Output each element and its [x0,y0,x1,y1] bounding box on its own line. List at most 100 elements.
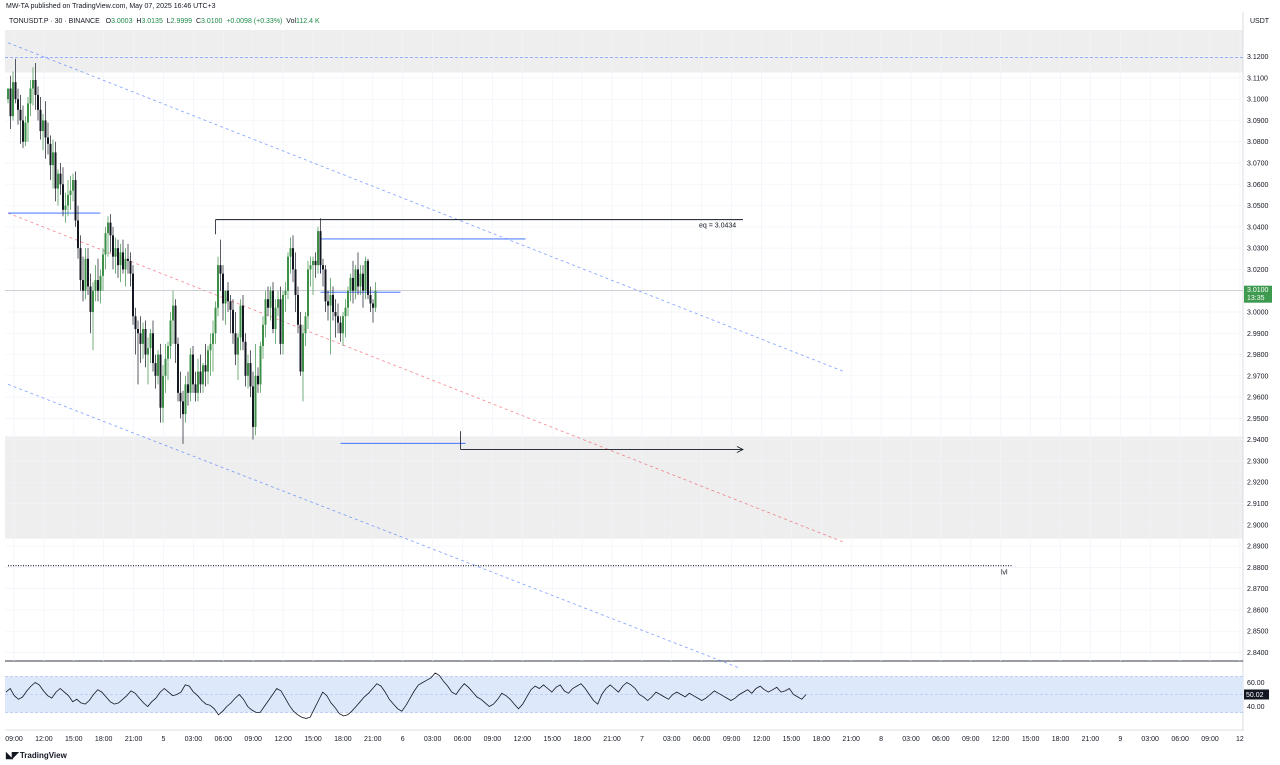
candle-body [14,82,17,100]
channel-line [7,212,846,544]
oscillator-value: 50.02 [1246,692,1264,699]
candle-body [52,152,54,166]
symbol-legend: TONUSDT.P · 30 · BINANCE O3.0003 H3.0135… [9,18,320,25]
candle-body [289,248,292,257]
candle-body [277,299,279,308]
candle-body [282,294,284,344]
price-tick-label: 2.9300 [1247,458,1269,465]
candle-body [119,252,122,266]
time-tick-label: 09:00 [484,736,502,743]
time-tick-label: 09:00 [723,736,741,743]
time-tick-label: 12:00 [514,736,532,743]
close-value: 3.0100 [201,18,223,25]
candle-body [349,277,352,291]
candle-body [254,375,257,427]
tradingview-brand[interactable]: ◣◤ TradingView [6,750,67,761]
candle-body [187,384,189,393]
time-tick-label: 03:00 [663,736,681,743]
symbol-name[interactable]: TONUSDT.P · 30 · BINANCE [9,18,100,25]
time-tick-label: 21:00 [364,736,382,743]
candle-body [149,333,152,349]
candle-body [32,80,34,89]
candle-body [299,324,302,372]
candle-body [319,231,322,266]
candle-body [339,322,342,334]
candle-body [264,299,267,325]
time-tick-label: 03:00 [1141,736,1159,743]
price-axis[interactable]: 3.1200 3.1100 3.1000 3.0900 3.0800 3.0700 3.06… [1244,54,1272,657]
candle-body [139,333,142,344]
candle-body [67,194,69,206]
candle-body [164,358,167,376]
price-tick-label: 2.8400 [1247,650,1269,657]
candle-body [9,88,12,117]
candle-body [177,343,179,393]
candle-body [234,333,237,355]
candle-body [159,354,162,408]
price-tick-label: 2.8800 [1247,565,1269,572]
arrow-head [736,446,744,453]
candle-body [57,173,59,189]
price-tick-label: 2.9800 [1247,352,1269,359]
candle-body [374,290,377,308]
open-label: O [105,18,112,25]
candle-body [49,143,52,166]
candle-body [197,371,199,393]
candle-body [94,280,97,291]
candle-body [64,205,67,210]
time-tick-label: 21:00 [1082,736,1100,743]
published-caption: MW-TA published on TradingView.com, May … [6,3,216,10]
candle-body [179,392,182,402]
candle-body [287,256,289,291]
channel-line [7,383,741,669]
candle-body [244,341,247,376]
candle-body [102,254,104,276]
volume-label: Vol [286,18,297,25]
time-tick-label: 5 [162,736,166,743]
candle-body [84,258,87,291]
time-tick-label: 03:00 [185,736,203,743]
low-value: 2.9999 [170,18,193,25]
candle-body [34,80,37,95]
oscillator-pane[interactable]: 60.00 40.00 50.02 [5,672,1269,719]
candle-body [69,190,72,195]
time-tick-label: 12:00 [35,736,53,743]
time-tick-label: 12:00 [753,736,771,743]
candle-body [249,363,252,387]
time-axis[interactable]: 09:00 12:00 15:00 18:00 21:00 5 03:00 06:00 09:0… [5,736,1244,743]
time-tick-label: 15:00 [304,736,322,743]
oscillator-line [5,672,807,719]
price-tick-label: 2.9100 [1247,501,1269,508]
price-tick-label: 3.1200 [1247,54,1269,61]
high-label: H [136,18,142,25]
candle-body [309,265,312,270]
candle-body [72,180,74,191]
price-tick-label: 3.1100 [1247,75,1268,82]
candle-body [59,173,62,185]
candle-body [337,316,339,323]
price-tick-label: 3.0500 [1247,203,1269,210]
candle-body [367,260,369,295]
candle-body [47,137,49,144]
candle-body [344,307,347,317]
candle-body [39,109,42,132]
candle-body [267,299,269,308]
candle-body [44,120,47,138]
time-tick-label: 18:00 [334,736,352,743]
candle-body [224,290,227,304]
time-tick-label: 06:00 [1171,736,1189,743]
candle-body [372,303,374,308]
last-price-value: 3.0100 [1247,287,1269,294]
candle-body [292,248,294,270]
candle-body [192,354,194,385]
candle-body [279,299,282,344]
candle-body [332,294,334,312]
candle-body [24,122,27,142]
time-tick-label: 21:00 [125,736,143,743]
time-tick-label: 12:00 [274,736,292,743]
price-tick-label: 2.8700 [1247,586,1269,593]
price-tick-label: 2.8600 [1247,607,1269,614]
time-tick-label: 7 [640,736,644,743]
candle-body [92,290,94,312]
